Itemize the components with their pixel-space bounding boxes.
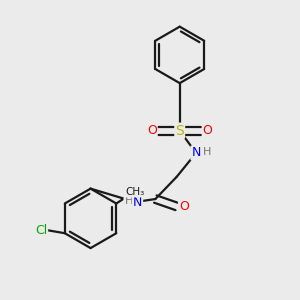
Text: H: H [203, 147, 212, 157]
Text: N: N [191, 146, 201, 160]
Text: O: O [147, 124, 157, 137]
Text: N: N [133, 196, 142, 208]
Text: S: S [175, 124, 184, 138]
Text: Cl: Cl [35, 224, 47, 237]
Text: CH₃: CH₃ [125, 187, 145, 196]
Text: O: O [179, 200, 189, 213]
Text: O: O [203, 124, 213, 137]
Text: H: H [124, 196, 133, 206]
